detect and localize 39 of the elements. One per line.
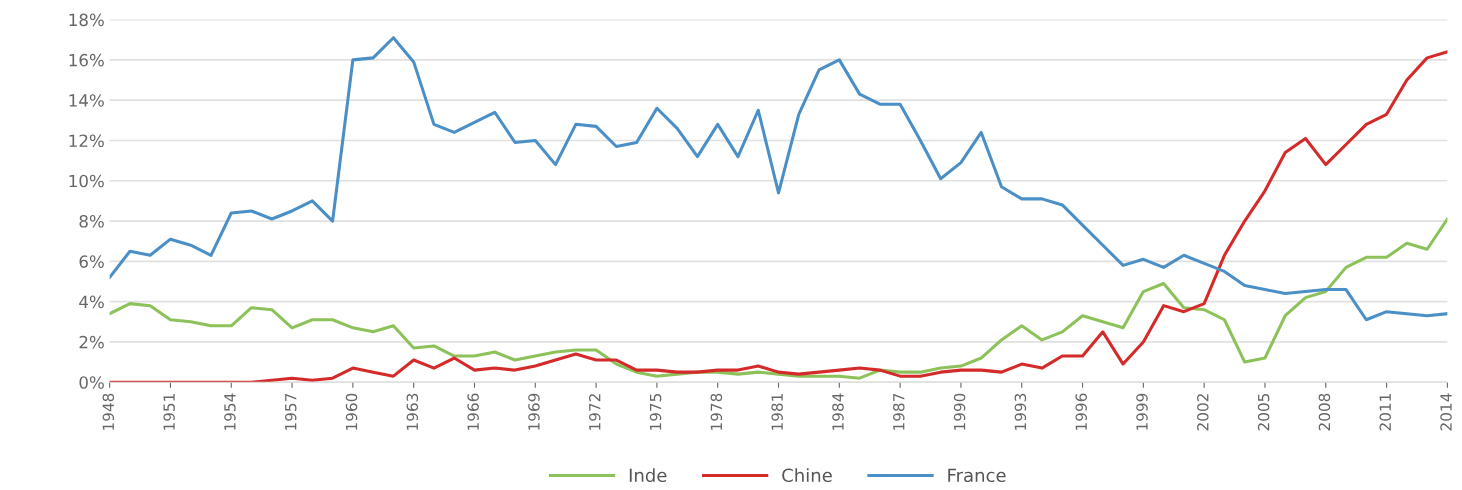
x-tick-label: 1990 xyxy=(953,393,966,430)
y-tick-label: 12% xyxy=(69,134,104,148)
x-tick-label: 1954 xyxy=(224,393,236,430)
x-tick-label: 2002 xyxy=(1197,394,1209,431)
x-tick-label: 1975 xyxy=(649,393,662,430)
x-tick-label: 1987 xyxy=(893,393,905,430)
x-tick-label: 1957 xyxy=(284,393,297,430)
line-series xyxy=(109,36,1448,322)
y-tick-label: 18% xyxy=(69,13,104,27)
x-tick-label: 1999 xyxy=(1136,393,1148,430)
x-tick-label: 1984 xyxy=(832,393,844,430)
x-tick-label: 1972 xyxy=(588,394,601,430)
y-tick-label: 10% xyxy=(69,174,104,188)
x-tick-label: 2014 xyxy=(1440,393,1452,431)
x-tick-label: 2011 xyxy=(1379,394,1392,431)
x-tick-label: 1963 xyxy=(406,393,419,430)
x-tick-label: 1978 xyxy=(710,393,723,430)
y-tick-label: 6% xyxy=(79,255,104,268)
x-tick-label: 2005 xyxy=(1257,393,1270,431)
y-tick-label: 8% xyxy=(79,215,104,228)
x-tick-label: 1948 xyxy=(102,393,115,430)
x-tick-label: 1969 xyxy=(528,393,540,430)
y-tick-label: 0% xyxy=(79,376,104,389)
y-tick-label: 16% xyxy=(69,53,104,67)
x-tick-label: 1966 xyxy=(467,393,479,430)
line-series xyxy=(109,217,1448,380)
x-tick-label: 1960 xyxy=(345,393,358,430)
y-tick-label: 2% xyxy=(79,335,104,349)
y-tick-label: 14% xyxy=(69,94,104,107)
line-series xyxy=(109,50,1448,383)
x-tick-label: 1951 xyxy=(163,394,175,430)
x-tick-label: 1996 xyxy=(1075,393,1087,430)
x-tick-label: 1981 xyxy=(771,394,783,430)
legend-label: Inde xyxy=(629,468,667,483)
y-tick-label: 4% xyxy=(79,295,104,309)
x-tick-label: 2008 xyxy=(1318,393,1331,431)
legend-label: France xyxy=(948,468,1006,483)
x-tick-label: 1993 xyxy=(1014,393,1027,430)
legend-label: Chine xyxy=(782,468,832,483)
